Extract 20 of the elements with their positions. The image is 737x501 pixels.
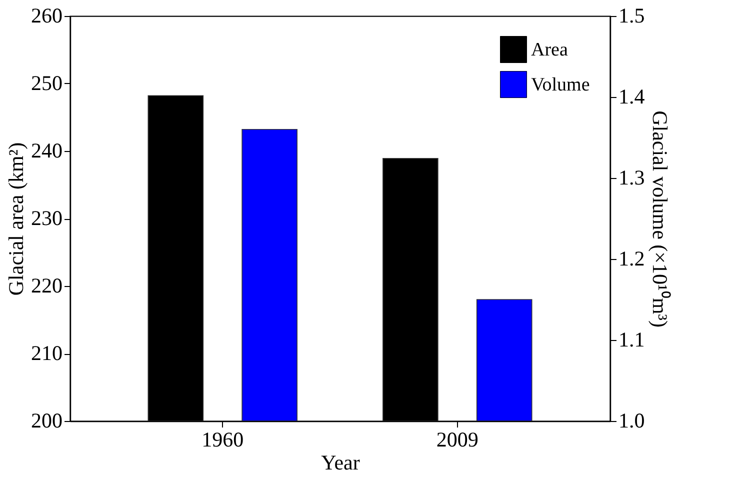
y-tick-label: 230 bbox=[31, 206, 62, 230]
y-tick-label: 210 bbox=[31, 341, 62, 365]
x-tick-label: 2009 bbox=[436, 428, 478, 452]
legend-label: Volume bbox=[531, 74, 590, 96]
y2-tick-label: 1.2 bbox=[618, 246, 645, 270]
y-tick-label: 220 bbox=[31, 274, 62, 298]
y2-tick-label: 1.1 bbox=[618, 328, 645, 352]
legend-label: Area bbox=[531, 40, 568, 60]
y2-tick-label: 1.4 bbox=[618, 84, 646, 108]
x-axis-title: Year bbox=[321, 450, 360, 474]
y2-tick-label: 1.5 bbox=[618, 4, 645, 28]
y2-tick-label: 1.3 bbox=[618, 166, 645, 190]
y2-axis-title: Glacial volume (×10¹⁰m³) bbox=[648, 110, 672, 328]
x-tick-label: 1960 bbox=[202, 428, 244, 452]
y2-tick-label: 1.0 bbox=[618, 408, 645, 432]
y-tick-label: 200 bbox=[31, 408, 62, 432]
y-tick-label: 250 bbox=[31, 71, 62, 95]
y-tick-label: 240 bbox=[31, 138, 62, 162]
y-tick-label: 260 bbox=[31, 4, 62, 28]
y-axis-title: Glacial area (km²) bbox=[4, 142, 28, 296]
